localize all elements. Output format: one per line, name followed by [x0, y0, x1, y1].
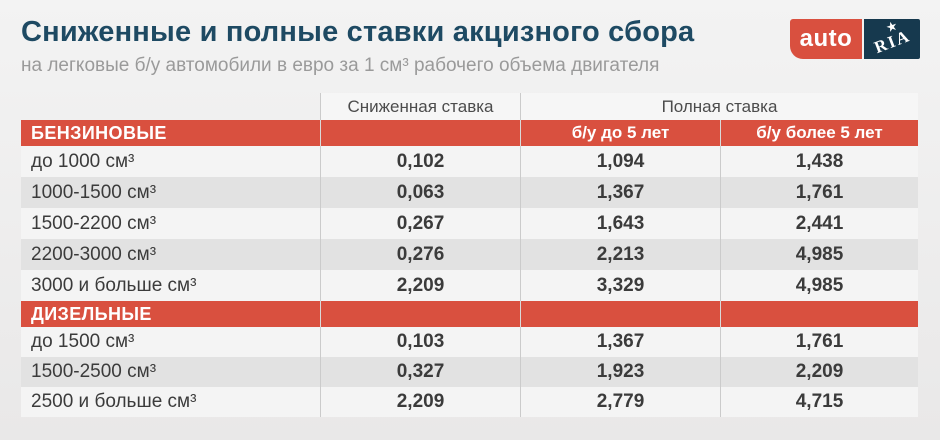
full-rate-over5-value: 4,985: [720, 239, 918, 270]
reduced-rate-value: 0,327: [320, 357, 520, 387]
table-row: 3000 и больше см³ 2,209 3,329 4,985: [21, 270, 918, 301]
page-subtitle: на легковые б/у автомобили в евро за 1 с…: [21, 55, 660, 76]
table-row: 1500-2500 см³ 0,327 1,923 2,209: [21, 357, 918, 387]
ria-logo-badge: ★ RIA: [864, 19, 920, 59]
table-row: до 1500 см³ 0,103 1,367 1,761: [21, 327, 918, 357]
full-rate-over5-value: 1,761: [720, 177, 918, 208]
full-rate-over5-value: 2,441: [720, 208, 918, 239]
engine-volume-label: 3000 и больше см³: [21, 270, 320, 301]
header-age-over5: б/у более 5 лет: [720, 120, 918, 146]
reduced-rate-value: 2,209: [320, 270, 520, 301]
engine-volume-label: 2200-3000 см³: [21, 239, 320, 270]
table-row: 1000-1500 см³ 0,063 1,367 1,761: [21, 177, 918, 208]
full-rate-under5-value: 3,329: [520, 270, 720, 301]
section-title-diesel: ДИЗЕЛЬНЫЕ: [21, 301, 320, 327]
full-rate-over5-value: 4,715: [720, 387, 918, 417]
page-title: Сниженные и полные ставки акцизного сбор…: [21, 16, 695, 48]
section-band-gasoline: БЕНЗИНОВЫЕ б/у до 5 лет б/у более 5 лет: [21, 120, 918, 146]
full-rate-over5-value: 1,438: [720, 146, 918, 177]
full-rate-over5-value: 1,761: [720, 327, 918, 357]
band-empty-cell: [320, 120, 520, 146]
full-rate-under5-value: 2,213: [520, 239, 720, 270]
reduced-rate-value: 0,103: [320, 327, 520, 357]
full-rate-over5-value: 2,209: [720, 357, 918, 387]
reduced-rate-value: 0,276: [320, 239, 520, 270]
engine-volume-label: 1500-2500 см³: [21, 357, 320, 387]
full-rate-under5-value: 1,367: [520, 177, 720, 208]
engine-volume-label: 1000-1500 см³: [21, 177, 320, 208]
header-spacer-cell: [21, 93, 320, 120]
band-empty-cell: [320, 301, 520, 327]
table-row: 2200-3000 см³ 0,276 2,213 4,985: [21, 239, 918, 270]
full-rate-under5-value: 2,779: [520, 387, 720, 417]
section-diesel: ДИЗЕЛЬНЫЕ до 1500 см³ 0,103 1,367 1,761 …: [21, 301, 918, 417]
section-band-diesel: ДИЗЕЛЬНЫЕ: [21, 301, 918, 327]
engine-volume-label: 1500-2200 см³: [21, 208, 320, 239]
rates-table: Сниженная ставка Полная ставка БЕНЗИНОВЫ…: [21, 93, 918, 417]
full-rate-under5-value: 1,923: [520, 357, 720, 387]
full-rate-under5-value: 1,094: [520, 146, 720, 177]
header-full-rate: Полная ставка: [520, 93, 918, 120]
reduced-rate-value: 0,267: [320, 208, 520, 239]
header-age-under5: б/у до 5 лет: [520, 120, 720, 146]
band-empty-cell: [520, 301, 720, 327]
full-rate-over5-value: 4,985: [720, 270, 918, 301]
auto-logo-text: auto: [799, 25, 853, 52]
table-row: 1500-2200 см³ 0,267 1,643 2,441: [21, 208, 918, 239]
autoria-logo: auto ★ RIA: [790, 19, 920, 59]
full-rate-under5-value: 1,643: [520, 208, 720, 239]
reduced-rate-value: 2,209: [320, 387, 520, 417]
section-gasoline: БЕНЗИНОВЫЕ б/у до 5 лет б/у более 5 лет …: [21, 120, 918, 301]
header-reduced-rate: Сниженная ставка: [320, 93, 520, 120]
ria-logo-text: RIA: [871, 26, 914, 58]
band-empty-cell: [720, 301, 918, 327]
table-row: 2500 и больше см³ 2,209 2,779 4,715: [21, 387, 918, 417]
full-rate-under5-value: 1,367: [520, 327, 720, 357]
reduced-rate-value: 0,063: [320, 177, 520, 208]
auto-logo-badge: auto: [790, 19, 862, 59]
table-header-row: Сниженная ставка Полная ставка: [21, 93, 918, 120]
section-title-gasoline: БЕНЗИНОВЫЕ: [21, 120, 320, 146]
table-row: до 1000 см³ 0,102 1,094 1,438: [21, 146, 918, 177]
engine-volume-label: до 1000 см³: [21, 146, 320, 177]
engine-volume-label: 2500 и больше см³: [21, 387, 320, 417]
reduced-rate-value: 0,102: [320, 146, 520, 177]
engine-volume-label: до 1500 см³: [21, 327, 320, 357]
